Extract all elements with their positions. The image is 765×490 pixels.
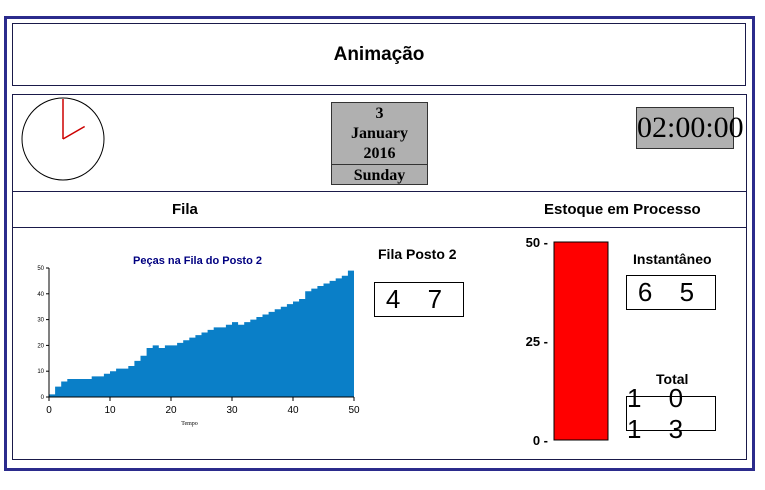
wip-y-tick-label: 25 - xyxy=(526,334,548,349)
queue-value-label: Fila Posto 2 xyxy=(378,246,457,262)
queue-x-tick-label: 40 xyxy=(287,405,299,416)
wip-y-tick-label: 0 - xyxy=(533,433,548,448)
date-weekday: Sunday xyxy=(353,167,406,184)
queue-value-display: 4 7 xyxy=(374,282,464,317)
hour-hand xyxy=(62,125,86,140)
digital-clock: 02:00:00 xyxy=(636,107,744,149)
total-value-display: 1 0 1 3 xyxy=(626,383,716,444)
queue-x-tick-label: 0 xyxy=(46,405,52,416)
main-frame xyxy=(4,16,755,471)
queue-chart: Peças na Fila do Posto 2 0 10 20 30 40 50 0 10 20… xyxy=(37,255,360,427)
instant-value-display: 6 5 xyxy=(626,275,716,310)
queue-y-tick-label: 30 xyxy=(37,318,44,324)
wip-bar xyxy=(553,241,609,441)
queue-x-tick-label: 10 xyxy=(104,405,116,416)
content-panel xyxy=(12,227,747,460)
date-month: January xyxy=(351,124,408,142)
wip-bar-chart: 0 - 25 - 50 - xyxy=(526,235,609,448)
date-display: 3 January 2016 Sunday xyxy=(331,102,428,185)
queue-y-tick-label: 10 xyxy=(37,369,44,375)
date-day: 3 xyxy=(375,104,384,122)
analog-clock xyxy=(21,97,105,181)
section-wip-label: Estoque em Processo xyxy=(544,201,701,218)
total-label: Total xyxy=(656,371,689,387)
queue-chart-title: Peças na Fila do Posto 2 xyxy=(133,255,262,267)
queue-x-tick-label: 20 xyxy=(165,405,177,416)
section-queue-label: Fila xyxy=(172,201,198,218)
queue-y-tick-label: 50 xyxy=(37,266,44,272)
page-title: Animação xyxy=(333,43,425,65)
instant-label: Instantâneo xyxy=(633,251,712,267)
queue-x-tick-label: 30 xyxy=(226,405,238,416)
title-panel: Animação xyxy=(12,23,746,86)
queue-y-tick-label: 20 xyxy=(37,343,44,349)
wip-y-tick-label: 50 - xyxy=(526,235,548,250)
queue-area-series xyxy=(49,270,354,397)
queue-x-axis-label: Tempo xyxy=(181,421,198,427)
queue-x-tick-label: 50 xyxy=(348,405,360,416)
queue-y-tick-label: 40 xyxy=(37,292,44,298)
date-year: 2016 xyxy=(363,144,396,162)
queue-y-tick-label: 0 xyxy=(41,395,45,401)
section-header-row xyxy=(12,191,747,228)
